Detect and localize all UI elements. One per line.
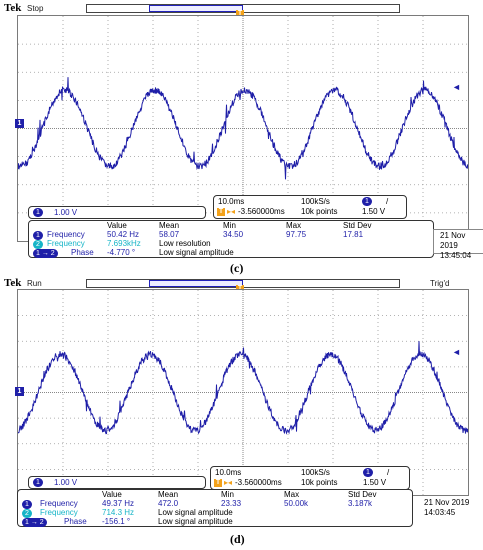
scope-d-row3-label: Phase	[64, 517, 87, 526]
scope-d-channel-scale-box: 1 1.00 V	[28, 476, 206, 489]
scope-d-sample-rate: 100kS/s	[301, 468, 330, 477]
scope-c-col-std: Std Dev	[343, 221, 372, 230]
scope-c-waveform-svg	[18, 16, 468, 241]
scope-d-row2-note: Low signal amplitude	[158, 508, 233, 517]
scope-d-row2-value: 714.3 Hz	[102, 508, 135, 517]
scope-d-row3-value: -156.1 °	[102, 517, 131, 526]
scope-c-time: 13:45:04	[440, 251, 472, 260]
scope-c-row3-note: Low signal amplitude	[159, 248, 234, 257]
scope-c-trigger-level-arrow-icon: ◄	[452, 82, 461, 92]
scope-c-date: 21 Nov 2019	[440, 231, 466, 250]
scope-c-col-value: Value	[107, 221, 127, 230]
scope-c-timestamp: 21 Nov 2019 13:45:04	[433, 229, 483, 260]
scope-c-sample-rate: 100kS/s	[301, 197, 330, 206]
scope-c-caption: (c)	[230, 261, 244, 275]
scope-d-waveform-svg	[18, 290, 468, 495]
scope-c-channel-scale: 1.00 V	[54, 208, 78, 217]
scope-d-record-length: 10k points	[301, 478, 338, 487]
scope-d-channel-1-marker-icon: 1	[15, 387, 24, 396]
scope-d-date: 21 Nov 2019	[424, 498, 470, 507]
scope-d-col-mean: Mean	[158, 490, 179, 499]
scope-d-row1-max: 50.00k	[284, 499, 309, 508]
scope-d-record-window	[149, 280, 243, 287]
scope-c-row1-max: 97.75	[286, 230, 307, 239]
scope-c-trigger-arrow: ▸◂	[227, 207, 236, 216]
scope-c-row1-min: 34.50	[223, 230, 244, 239]
scope-c-row2-badge: 2	[33, 240, 43, 249]
scope-d-ch1-trace	[18, 341, 468, 435]
scope-d-trigger-delay: -3.560000ms	[235, 478, 282, 487]
scope-d-row2-label: Frequency	[40, 508, 78, 517]
scope-c-trigger-slope: /	[386, 197, 389, 206]
scope-d-brand: Tek	[4, 277, 22, 289]
scope-d-caption: (d)	[230, 532, 245, 546]
scope-c-col-max: Max	[286, 221, 302, 230]
scope-c-trigger-delay-icon: T	[217, 208, 225, 216]
scope-c-trigger-source-badge: 1	[362, 197, 372, 206]
scope-d-col-min: Min	[221, 490, 234, 499]
scope-c-trigger-position-icon: T	[236, 10, 244, 18]
scope-c-row3-value: -4.770 °	[107, 248, 136, 257]
scope-c-col-mean: Mean	[159, 221, 180, 230]
scope-d-trigger-slope: /	[387, 468, 390, 477]
scope-c-row3-label: Phase	[71, 248, 94, 257]
scope-d-col-std: Std Dev	[348, 490, 377, 499]
scope-c-row1-value: 50.42 Hz	[107, 230, 140, 239]
scope-c-row1-badge: 1	[33, 231, 43, 240]
scope-d-row1-std: 3.187k	[348, 499, 373, 508]
scope-c-row1-label: Frequency	[47, 230, 85, 239]
scope-d-channel-scale: 1.00 V	[54, 478, 78, 487]
scope-c-channel-1-marker-icon: 1	[15, 119, 24, 128]
scope-d-row3-note: Low signal amplitude	[158, 517, 233, 526]
scope-c-measurement-table: Value Mean Min Max Std Dev 1 Frequency 5…	[28, 220, 434, 258]
scope-c-row1-std: 17.81	[343, 230, 364, 239]
scope-d-row2-badge: 2	[22, 509, 32, 518]
scope-c-timebase-box: 10.0ms 100kS/s 1 / T ▸◂ -3.560000ms 10k …	[213, 195, 407, 219]
scope-d-ch1-badge: 1	[33, 478, 43, 487]
scope-c-trigger-level: 1.50 V	[362, 207, 386, 216]
scope-c-run-state: Stop	[27, 4, 44, 13]
scope-d-col-max: Max	[284, 490, 300, 499]
scope-d-row3-badge: 1 → 2	[22, 518, 47, 527]
scope-c-channel-scale-box: 1 1.00 V	[28, 206, 206, 219]
scope-c-trigger-delay: -3.560000ms	[238, 207, 285, 216]
scope-c-ch1-trace	[18, 77, 468, 180]
scope-d-row1-mean: 472.0	[158, 499, 179, 508]
scope-c-ch1-badge: 1	[33, 208, 43, 217]
scope-d-timebase-box: 10.0ms 100kS/s 1 / T ▸◂ -3.560000ms 10k …	[210, 466, 410, 490]
scope-c-row1-mean: 58.07	[159, 230, 180, 239]
scope-d-row1-min: 23.33	[221, 499, 242, 508]
scope-c-brand: Tek	[4, 2, 22, 14]
scope-d-timestamp: 21 Nov 2019 14:03:45	[418, 497, 480, 520]
scope-d-col-value: Value	[102, 490, 122, 499]
scope-c-grid	[18, 16, 468, 241]
scope-d-graticule	[17, 289, 469, 496]
scope-d-trigger-level: 1.50 V	[363, 478, 387, 487]
scope-d-row1-value: 49.37 Hz	[102, 499, 135, 508]
scope-d-row1-badge: 1	[22, 500, 32, 509]
scope-c-col-min: Min	[223, 221, 236, 230]
scope-d-trigger-status: Trig'd	[430, 279, 450, 288]
scope-c-row2-note: Low resolution	[159, 239, 211, 248]
scope-c-record-length: 10k points	[301, 207, 338, 216]
scope-d-trigger-delay-icon: T	[214, 479, 222, 487]
scope-d-measurement-table: Value Mean Min Max Std Dev 1 Frequency 4…	[17, 489, 413, 527]
scope-d-trigger-source-badge: 1	[363, 468, 373, 477]
scope-d-trigger-level-arrow-icon: ◄	[452, 347, 461, 357]
scope-c-timebase: 10.0ms	[218, 197, 245, 206]
scope-c-row2-label: Frequency	[47, 239, 85, 248]
scope-d-row1-label: Frequency	[40, 499, 78, 508]
scope-d-run-state: Run	[27, 279, 42, 288]
scope-d-grid	[18, 290, 468, 495]
scope-c-row3-badge: 1 → 2	[33, 249, 58, 258]
scope-d-trigger-arrow: ▸◂	[224, 478, 233, 487]
scope-d-time: 14:03:45	[424, 508, 456, 517]
scope-c-record-window	[149, 5, 243, 12]
scope-d-timebase: 10.0ms	[215, 468, 242, 477]
scope-c-row2-value: 7.693kHz	[107, 239, 141, 248]
